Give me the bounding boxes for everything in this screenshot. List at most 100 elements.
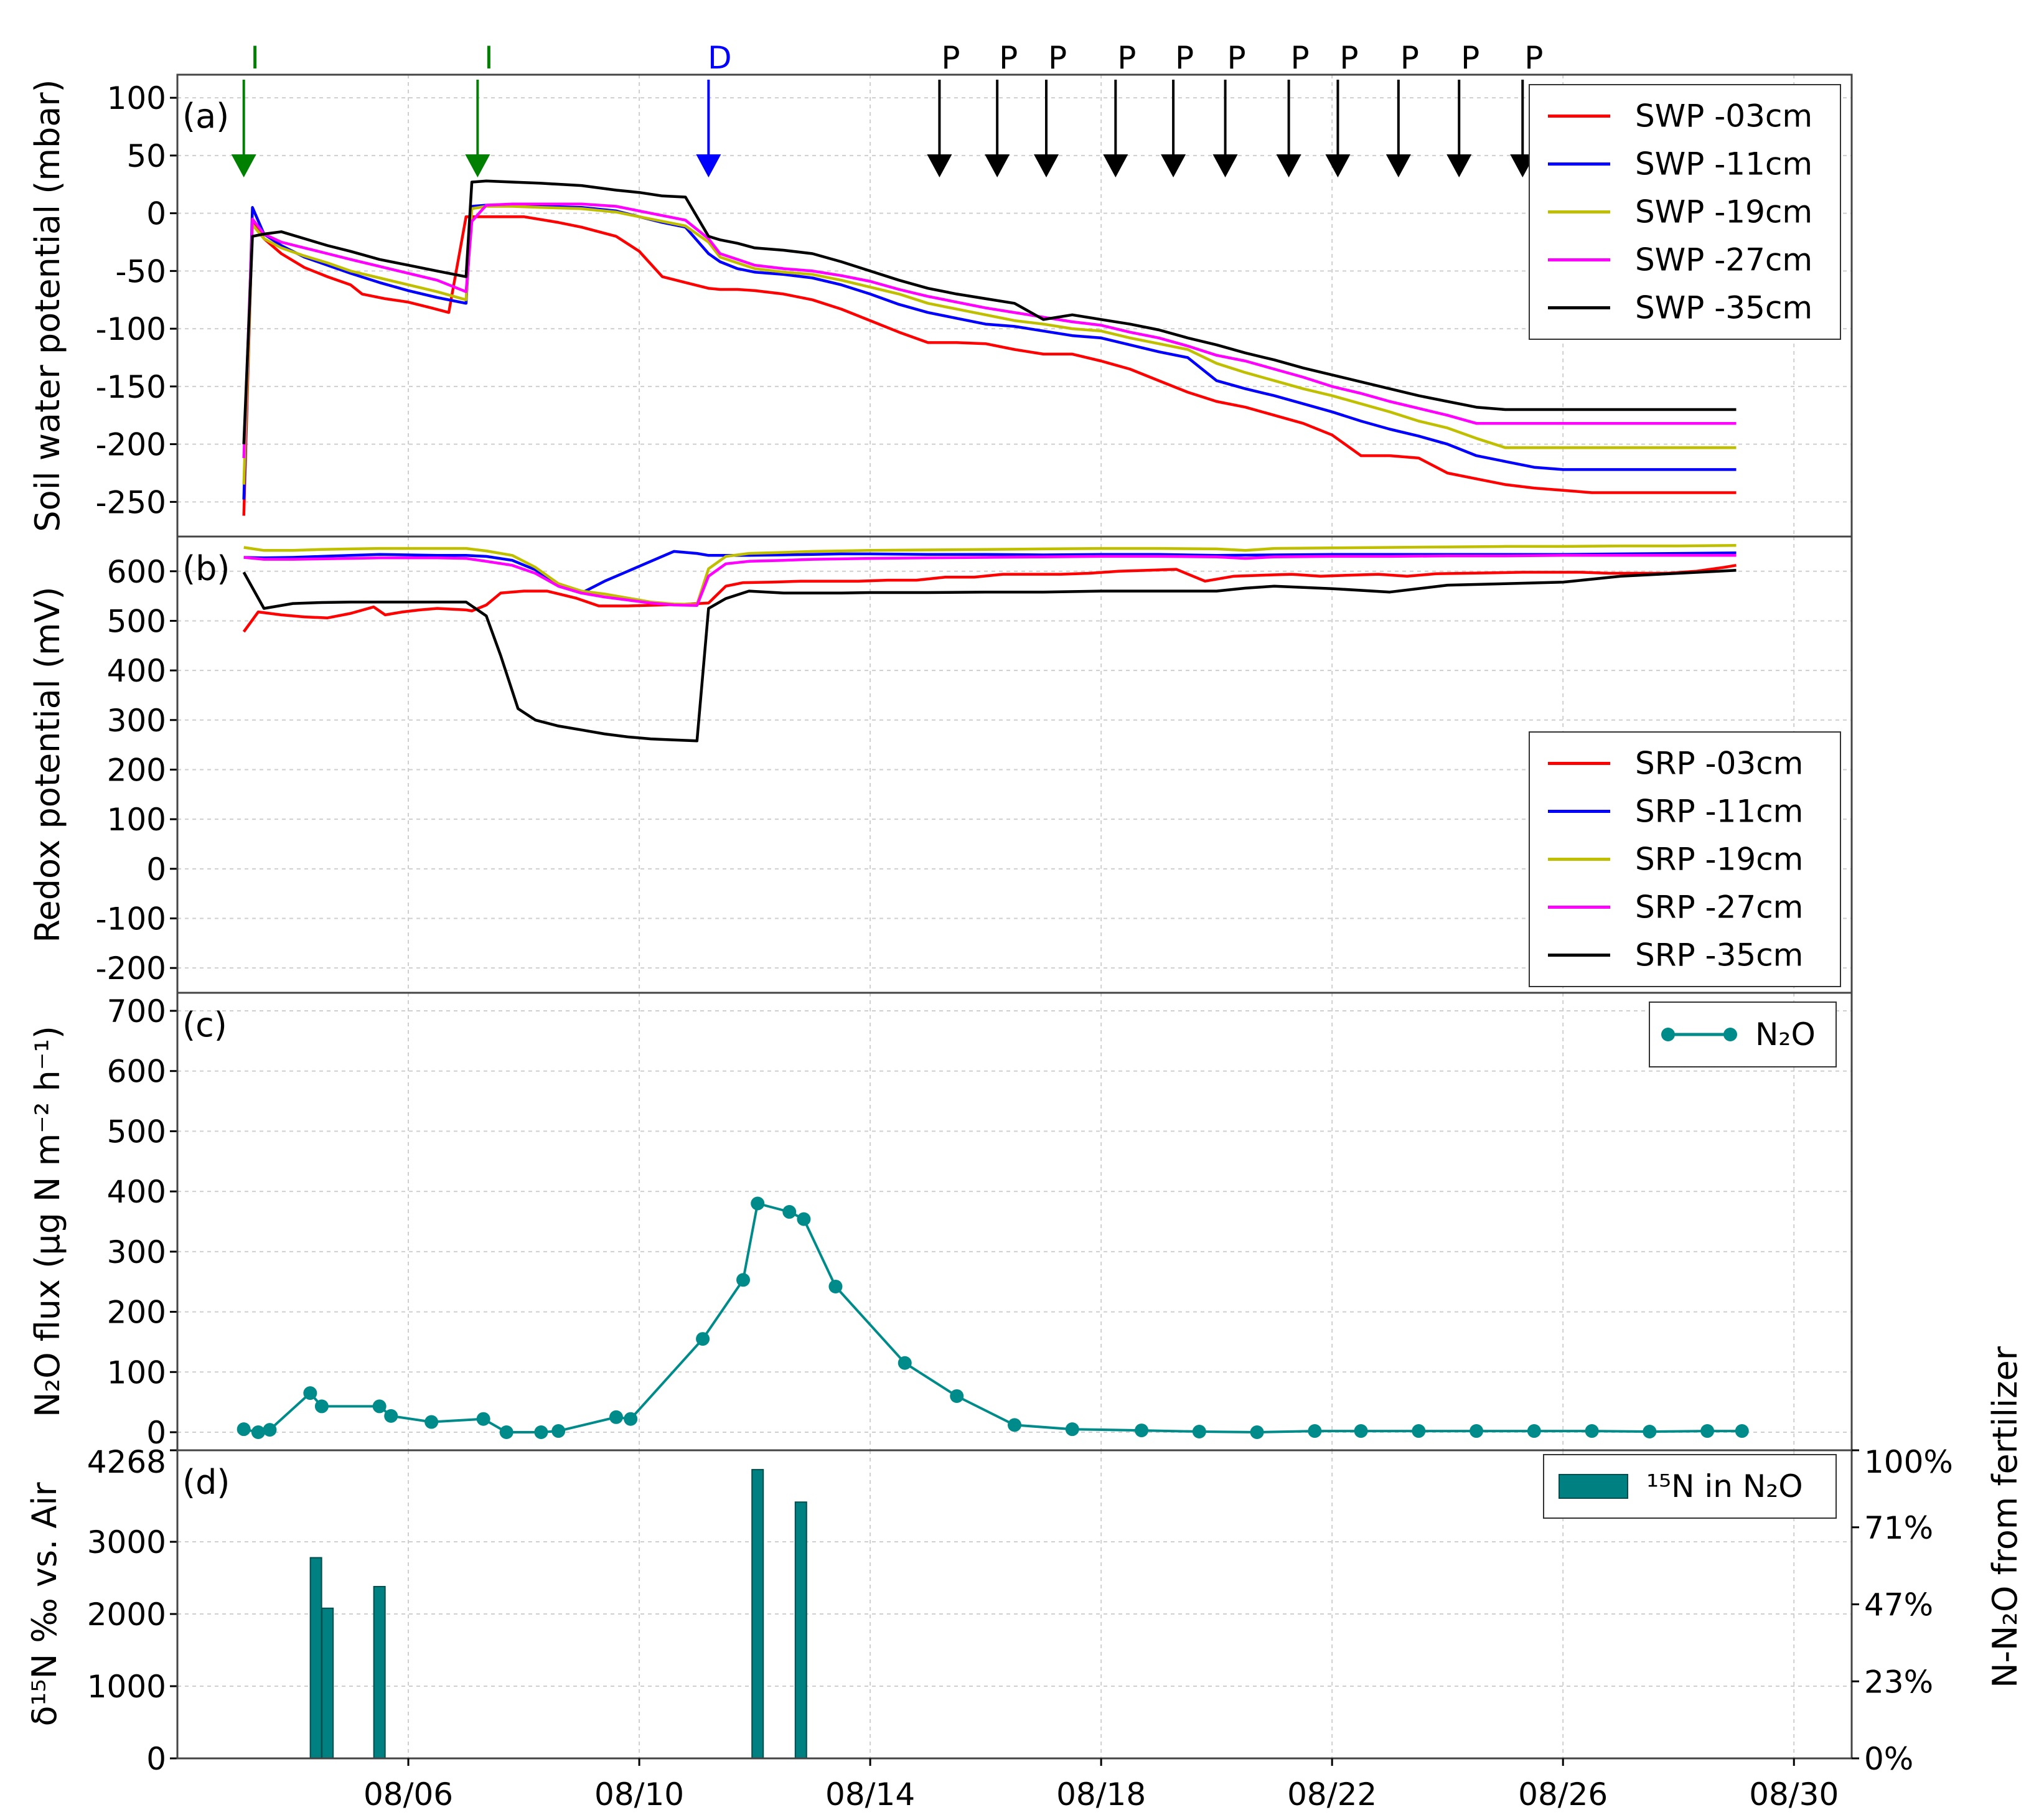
n2o-point bbox=[898, 1356, 912, 1370]
n2o-point bbox=[797, 1212, 811, 1226]
n15-bar bbox=[373, 1585, 386, 1759]
x-tick-label: 08/26 bbox=[1518, 1776, 1608, 1813]
y-tick-label: 400 bbox=[107, 1174, 166, 1210]
n15-bar bbox=[321, 1607, 334, 1760]
event-label: P bbox=[1117, 40, 1136, 76]
n2o-point bbox=[1585, 1424, 1599, 1438]
n2o-point bbox=[1412, 1424, 1426, 1438]
y-axis-label: Soil water potential (mbar) bbox=[28, 79, 67, 532]
y-tick-label: 700 bbox=[107, 993, 166, 1030]
n2o-point bbox=[696, 1332, 710, 1346]
n2o-point bbox=[384, 1409, 398, 1423]
n2o-point bbox=[1135, 1424, 1149, 1438]
y-axis-label: Redox potential (mV) bbox=[28, 586, 67, 942]
y-tick-label: 300 bbox=[107, 1234, 166, 1270]
y-tick-label: -200 bbox=[96, 427, 166, 463]
event-arrow-head bbox=[1325, 154, 1351, 177]
n2o-point bbox=[1354, 1424, 1368, 1438]
legend-swatch bbox=[1559, 1474, 1628, 1499]
x-tick-label: 08/18 bbox=[1056, 1776, 1146, 1813]
n2o-point bbox=[1735, 1424, 1749, 1438]
event-label: P bbox=[999, 40, 1018, 76]
y-tick-label: 4268 bbox=[87, 1444, 166, 1480]
right-tick-label: 0% bbox=[1864, 1741, 1913, 1777]
n2o-point bbox=[1470, 1424, 1484, 1438]
y-tick-label: 500 bbox=[107, 603, 166, 639]
event-arrow-head bbox=[1446, 154, 1472, 177]
n2o-point bbox=[303, 1386, 317, 1400]
n2o-point bbox=[1008, 1418, 1021, 1432]
y-tick-label: 600 bbox=[107, 554, 166, 590]
n2o-point bbox=[372, 1399, 387, 1414]
n2o-point bbox=[1643, 1425, 1657, 1439]
legend-label: SWP -19cm bbox=[1635, 194, 1812, 230]
legend-marker bbox=[1661, 1028, 1675, 1041]
n2o-point bbox=[237, 1422, 251, 1437]
y-tick-label: 1000 bbox=[87, 1669, 166, 1705]
n2o-point bbox=[736, 1273, 751, 1287]
n2o-point bbox=[263, 1423, 277, 1437]
legend-label: SRP -27cm bbox=[1635, 889, 1803, 926]
n15-bar bbox=[751, 1469, 764, 1760]
event-label: P bbox=[1175, 40, 1194, 76]
event-arrow-head bbox=[985, 154, 1010, 177]
event-label: P bbox=[1339, 40, 1358, 76]
legend-label: ¹⁵N in N₂O bbox=[1646, 1468, 1803, 1504]
n2o-point bbox=[1308, 1424, 1322, 1438]
event-label: P bbox=[941, 40, 960, 76]
n15-bar bbox=[309, 1557, 322, 1760]
event-arrow-head bbox=[1103, 154, 1128, 177]
legend-label: N₂O bbox=[1755, 1016, 1816, 1053]
x-tick-label: 08/30 bbox=[1749, 1776, 1839, 1813]
event-label: P bbox=[1461, 40, 1479, 76]
right-tick-label: 47% bbox=[1864, 1587, 1933, 1623]
legend-label: SWP -11cm bbox=[1635, 146, 1812, 182]
legend-label: SRP -03cm bbox=[1635, 746, 1803, 782]
n2o-point bbox=[424, 1415, 439, 1429]
n2o-point bbox=[1065, 1422, 1079, 1437]
series-line-swp-19cm bbox=[242, 205, 1737, 485]
right-tick-label: 100% bbox=[1864, 1444, 1953, 1480]
series-line-srp-19cm bbox=[243, 544, 1737, 606]
y-tick-label: 2000 bbox=[87, 1597, 166, 1633]
n2o-point bbox=[624, 1412, 638, 1426]
n2o-point bbox=[534, 1425, 548, 1439]
legend-layer: SWP -03cm SWP -11cm SWP -19cm SWP -27cm SWP … bbox=[1529, 84, 1841, 1519]
y-tick-label: 3000 bbox=[87, 1524, 166, 1560]
event-arrow-head bbox=[1161, 154, 1186, 177]
y-axis-label: N₂O flux (μg N m⁻² h⁻¹) bbox=[28, 1026, 67, 1417]
event-arrow-head bbox=[1034, 154, 1059, 177]
event-arrow-head bbox=[696, 154, 721, 177]
legend-label: SRP -11cm bbox=[1635, 794, 1803, 830]
event-arrow-head bbox=[927, 154, 952, 177]
series-line-swp-27cm bbox=[242, 202, 1737, 458]
legend-label: SWP -27cm bbox=[1635, 242, 1812, 278]
legend-label: SRP -19cm bbox=[1635, 842, 1803, 878]
event-arrow-head bbox=[1276, 154, 1301, 177]
n2o-point bbox=[950, 1389, 964, 1403]
y-tick-label: -250 bbox=[96, 484, 166, 520]
y-tick-label: -200 bbox=[96, 950, 166, 987]
n2o-point bbox=[314, 1399, 329, 1414]
y-tick-label: -100 bbox=[96, 311, 166, 347]
n15-bar bbox=[794, 1501, 807, 1759]
n2o-point bbox=[499, 1425, 513, 1439]
series-line-srp-27cm bbox=[243, 554, 1737, 607]
y-tick-label: 50 bbox=[126, 138, 166, 174]
right-tick-label: 71% bbox=[1864, 1510, 1933, 1546]
y-tick-label: 500 bbox=[107, 1114, 166, 1150]
y-tick-label: -100 bbox=[96, 901, 166, 937]
panel-label: (b) bbox=[182, 549, 230, 588]
legend-marker bbox=[1723, 1028, 1737, 1041]
panel-label: (c) bbox=[182, 1005, 227, 1044]
y-tick-label: 600 bbox=[107, 1054, 166, 1090]
event-arrow-head bbox=[1385, 154, 1411, 177]
series-line-swp-35cm bbox=[242, 179, 1737, 444]
x-tick-label: 08/06 bbox=[363, 1776, 453, 1813]
y-tick-label: 300 bbox=[107, 703, 166, 739]
series-line-srp-35cm bbox=[242, 568, 1737, 743]
n2o-point bbox=[828, 1279, 843, 1293]
n2o-point bbox=[782, 1205, 797, 1219]
y-tick-label: 200 bbox=[107, 752, 166, 788]
n2o-point bbox=[1192, 1425, 1206, 1439]
